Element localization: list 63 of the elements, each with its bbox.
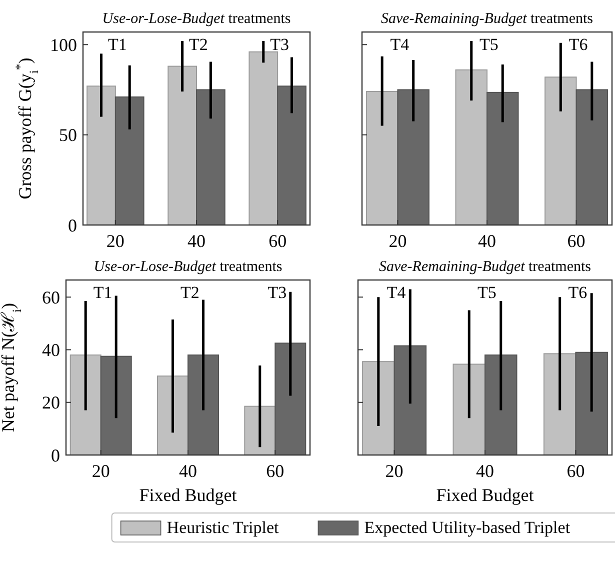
annotation: T2 <box>189 35 208 54</box>
annotation: T1 <box>93 283 112 302</box>
x-axis-title: Fixed Budget <box>139 485 237 505</box>
x-tick-label: 20 <box>388 231 407 251</box>
x-tick-label: 20 <box>106 231 124 251</box>
y-tick-label: 20 <box>42 392 60 413</box>
y-tick-label: 40 <box>42 340 60 360</box>
chart-title: Save-Remaining-Budget treatments <box>378 259 592 275</box>
x-axis-title: Fixed Budget <box>436 485 534 505</box>
bar <box>543 353 576 456</box>
annotation: T1 <box>108 35 127 54</box>
annotation: T4 <box>386 283 406 302</box>
bar <box>455 69 488 226</box>
annotation: T6 <box>568 283 588 302</box>
chart-title: Use-or-Lose-Budget treatments <box>94 259 282 275</box>
y-tick-label: 100 <box>50 34 77 55</box>
bar <box>277 86 306 226</box>
legend-label: Heuristic Triplet <box>166 518 279 537</box>
x-tick-label: 60 <box>567 231 586 251</box>
x-tick-label: 60 <box>266 461 284 481</box>
bar <box>157 376 188 456</box>
bar <box>484 354 518 456</box>
y-tick-label: 60 <box>42 287 60 308</box>
bar <box>248 51 278 226</box>
bar <box>70 354 102 456</box>
y-tick-label: 0 <box>68 215 77 236</box>
x-tick-label: 40 <box>478 231 496 251</box>
legend-label: Expected Utility-based Triplet <box>364 518 570 537</box>
bar <box>274 342 306 456</box>
bar <box>575 352 608 456</box>
annotation: T3 <box>268 283 287 302</box>
annotation: T5 <box>478 283 496 302</box>
bar <box>486 92 519 226</box>
annotation: T5 <box>480 35 498 54</box>
bar <box>544 76 577 226</box>
annotation: T6 <box>568 35 588 54</box>
annotation: T3 <box>270 35 290 54</box>
x-tick-label: 20 <box>92 461 110 481</box>
bar <box>100 356 132 456</box>
x-tick-label: 60 <box>268 231 287 251</box>
bar <box>86 86 116 226</box>
x-tick-label: 60 <box>566 461 585 481</box>
annotation: T2 <box>180 283 200 302</box>
annotation: T4 <box>390 35 410 54</box>
bar <box>168 66 197 226</box>
bar <box>394 345 427 456</box>
bar <box>397 89 430 226</box>
bar <box>244 406 276 456</box>
x-tick-label: 40 <box>476 461 494 481</box>
chart-title: Save-Remaining-Budget treatments <box>380 11 594 27</box>
bar <box>362 361 395 456</box>
bar <box>114 96 144 226</box>
y-tick-label: 0 <box>51 445 60 466</box>
chart-title: Use-or-Lose-Budget treatments <box>102 11 291 27</box>
x-tick-label: 40 <box>179 461 197 481</box>
y-tick-label: 50 <box>59 125 77 146</box>
bar <box>576 89 608 226</box>
bar <box>452 364 486 456</box>
bar <box>188 354 219 456</box>
bar <box>366 91 398 226</box>
bar <box>196 89 226 226</box>
x-tick-label: 20 <box>385 461 404 481</box>
x-tick-label: 40 <box>188 231 206 251</box>
